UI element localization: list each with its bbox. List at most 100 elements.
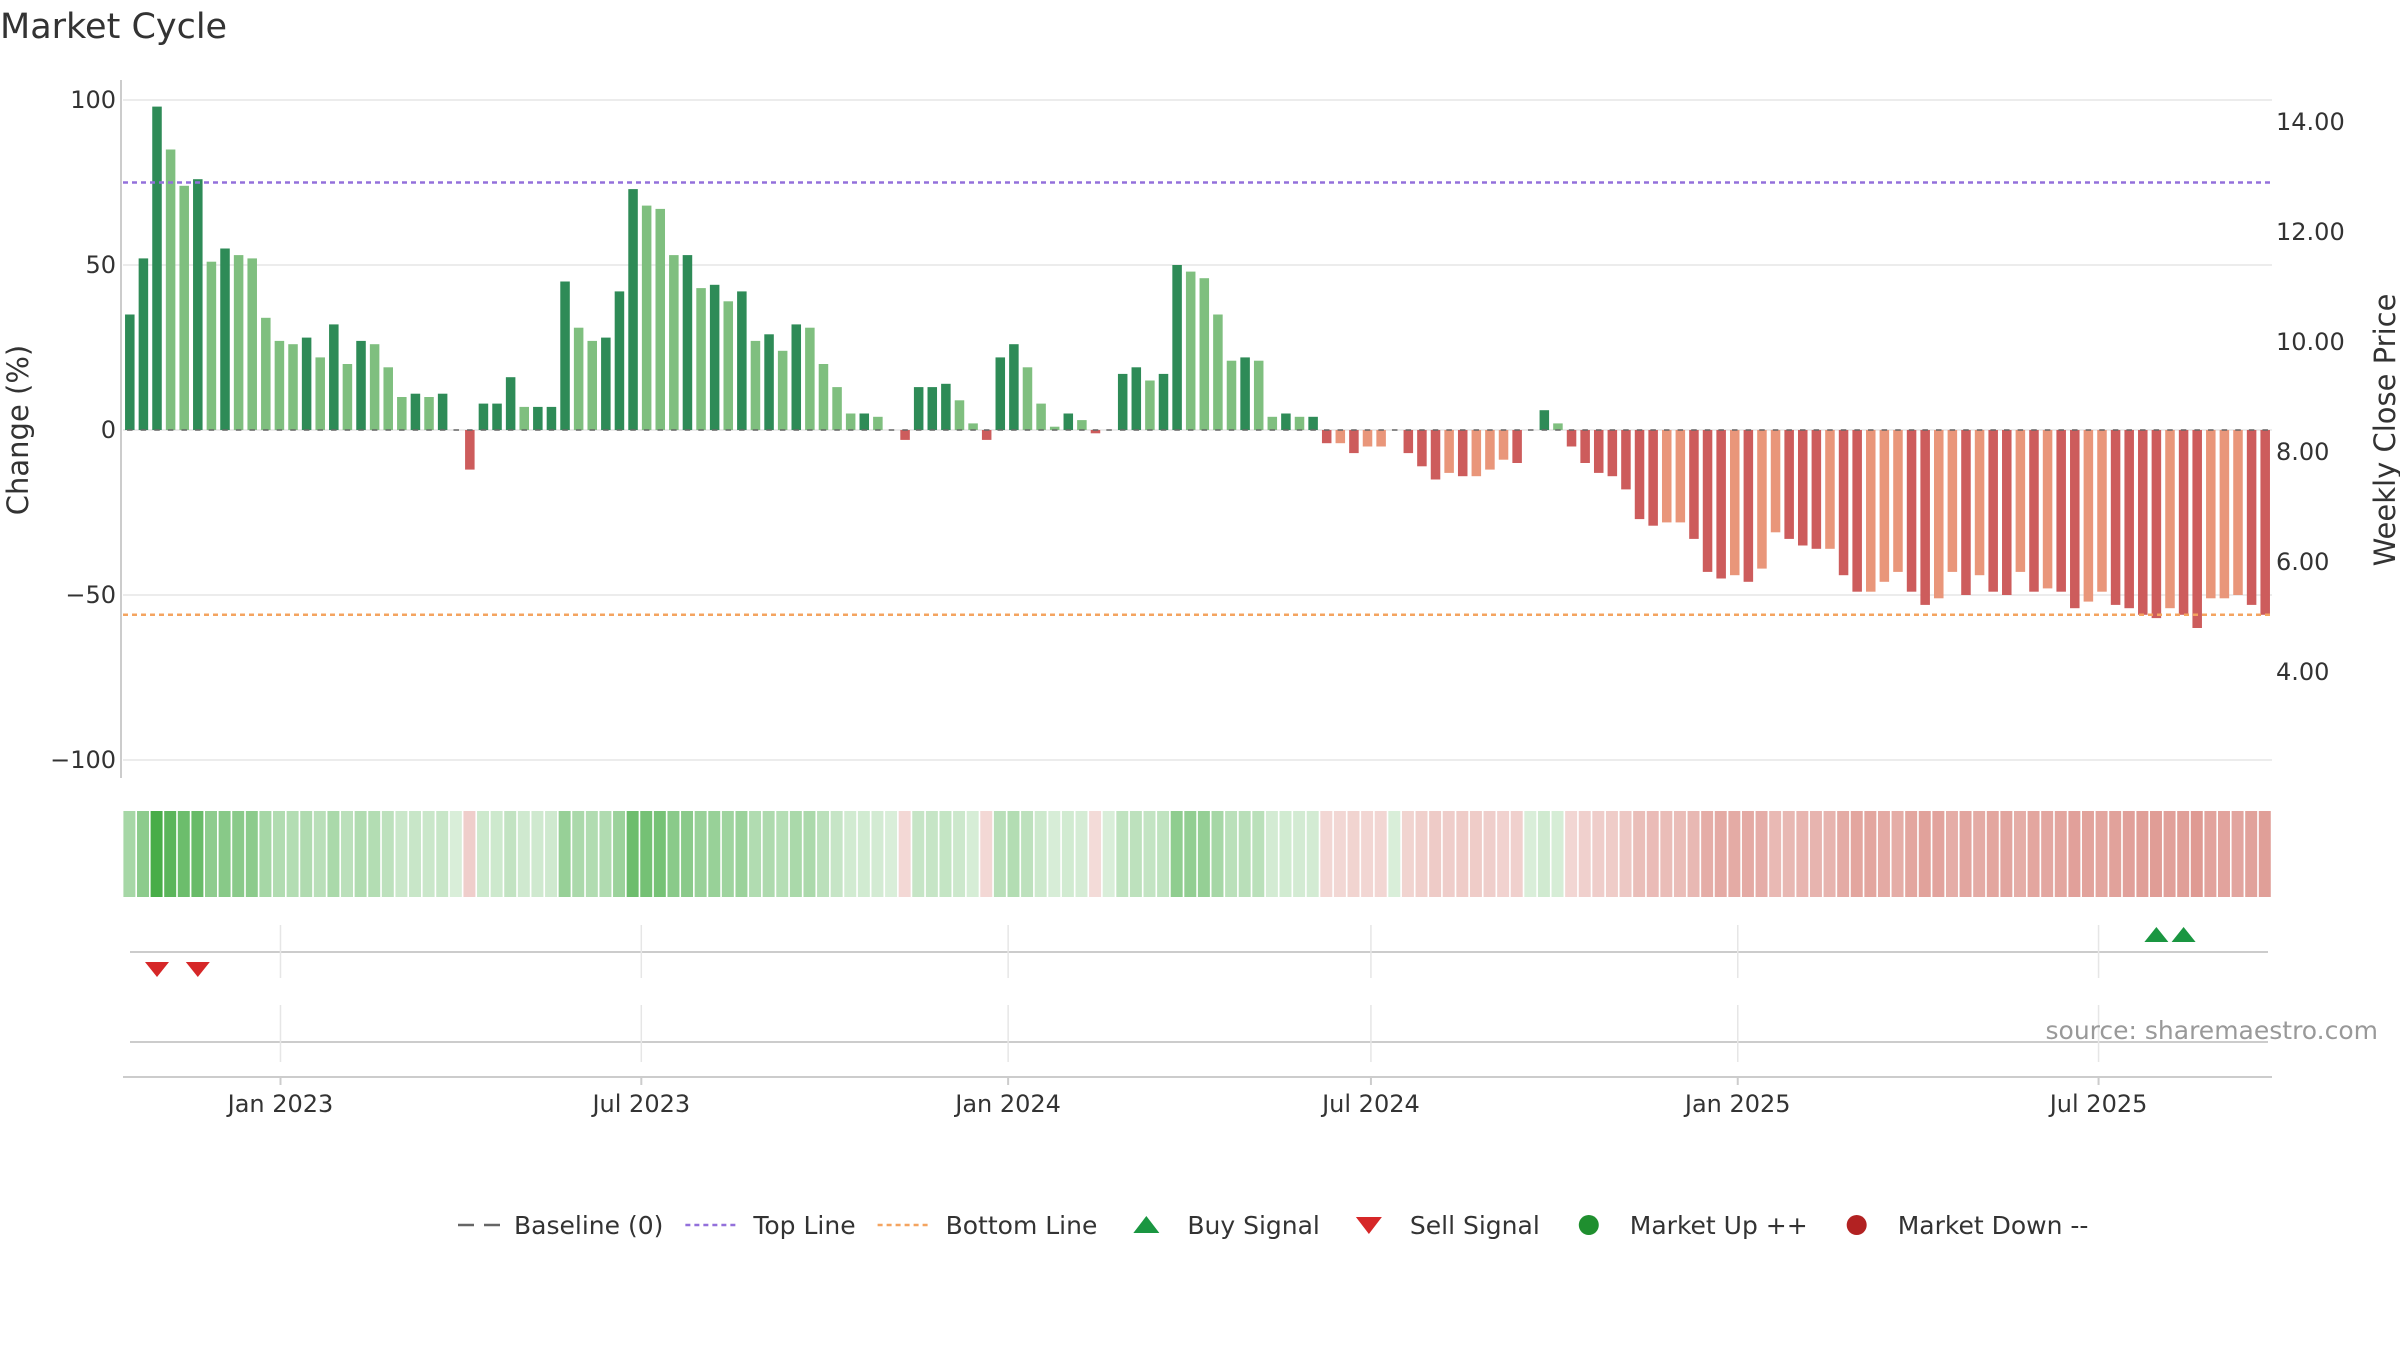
strip-cell [1578, 811, 1591, 897]
strip-cell [830, 811, 843, 897]
strip-cell [1932, 811, 1945, 897]
strip-cell [1320, 811, 1333, 897]
bar [1920, 430, 1930, 605]
bar [1512, 430, 1522, 463]
strip-cell [681, 811, 694, 897]
strip-cell [1809, 811, 1822, 897]
bar [791, 324, 802, 430]
bar [2002, 430, 2012, 595]
bar [1716, 430, 1726, 579]
strip-cell [1442, 811, 1455, 897]
bar [2151, 430, 2162, 619]
bar [2015, 430, 2026, 572]
bar [764, 334, 774, 430]
bar [696, 288, 706, 430]
strip-cell [1769, 811, 1782, 897]
bar [1471, 430, 1482, 477]
bar [1934, 430, 1944, 599]
bar [356, 340, 366, 430]
bar [1784, 430, 1794, 539]
signal-panel [130, 925, 2268, 1062]
bar [1553, 423, 1563, 430]
bar [669, 255, 679, 430]
strip-cell [1918, 811, 1931, 897]
strip-cell [313, 811, 326, 897]
strip-cell [354, 811, 367, 897]
bar [2246, 430, 2257, 605]
bar [954, 400, 965, 430]
bar [913, 387, 924, 430]
strip-cell [273, 811, 285, 897]
bar [505, 377, 516, 430]
bar [397, 397, 407, 430]
bar [1213, 314, 1223, 430]
strip-cell [925, 811, 938, 897]
strip-cell [409, 811, 422, 897]
bar [233, 255, 244, 430]
strip-cell [1673, 811, 1686, 897]
bar [601, 337, 611, 430]
strip-cell [1701, 811, 1714, 897]
strip-cell [776, 811, 789, 897]
bar [1661, 430, 1672, 523]
strip-cell [694, 811, 707, 897]
strip-cell [1796, 811, 1809, 897]
legend-item-sell: Sell Signal [1355, 1211, 1540, 1240]
strip-cell [2258, 811, 2271, 897]
strip-cell [245, 811, 258, 897]
strip-cell [572, 811, 585, 897]
strip-cell [1061, 811, 1074, 897]
y-tick-right: 14.00 [2276, 108, 2345, 136]
legend-swatch [1133, 1216, 1160, 1233]
bar [628, 189, 638, 430]
bar [723, 301, 734, 430]
strip-cell [150, 811, 163, 897]
bar [1362, 430, 1373, 447]
strip-cell [2054, 811, 2067, 897]
bar [941, 383, 951, 430]
bar [424, 397, 434, 430]
bar [1961, 430, 1971, 595]
bar [587, 340, 598, 430]
bar [2056, 430, 2066, 592]
strip-cell [449, 811, 462, 897]
legend-item-up: Market Up ++ [1578, 1211, 1808, 1240]
bar [1063, 413, 1074, 430]
strip-cell [2177, 811, 2190, 897]
bar [1539, 410, 1550, 430]
strip-cell [1877, 811, 1890, 897]
strip-cell [1388, 811, 1401, 897]
strip-cell [1551, 811, 1564, 897]
bar [1729, 430, 1740, 576]
legend-item-baseline: Baseline (0) [458, 1211, 663, 1240]
legend: Baseline (0) Top Line Bottom Line Buy Signa… [458, 1211, 2088, 1240]
strip-cell [667, 811, 680, 897]
bar [2124, 430, 2134, 609]
strip-cell [1347, 811, 1360, 897]
legend-item-top: Top Line [685, 1211, 856, 1240]
y-tick-left: −100 [50, 746, 116, 774]
strip-cell [1429, 811, 1442, 897]
bar [1321, 430, 1332, 444]
bar [1702, 430, 1713, 572]
bar [1077, 420, 1087, 430]
x-tick-label: Jan 2023 [226, 1090, 334, 1118]
bar [927, 387, 938, 430]
strip-cell [980, 811, 993, 897]
strip-cell [1361, 811, 1374, 897]
strip-cell [599, 811, 612, 897]
strip-cell [1565, 811, 1578, 897]
strip-cell [1456, 811, 1469, 897]
strip-cell [1401, 811, 1414, 897]
bar [614, 291, 625, 430]
bar [1376, 430, 1386, 447]
bar [533, 406, 543, 430]
bar [165, 149, 176, 430]
strip-cell [1306, 811, 1319, 897]
bar [1294, 416, 1305, 430]
y-tick-left: 100 [70, 86, 116, 114]
bar [1036, 403, 1046, 430]
bar [383, 367, 393, 430]
bar [519, 406, 529, 430]
bar [342, 364, 353, 430]
